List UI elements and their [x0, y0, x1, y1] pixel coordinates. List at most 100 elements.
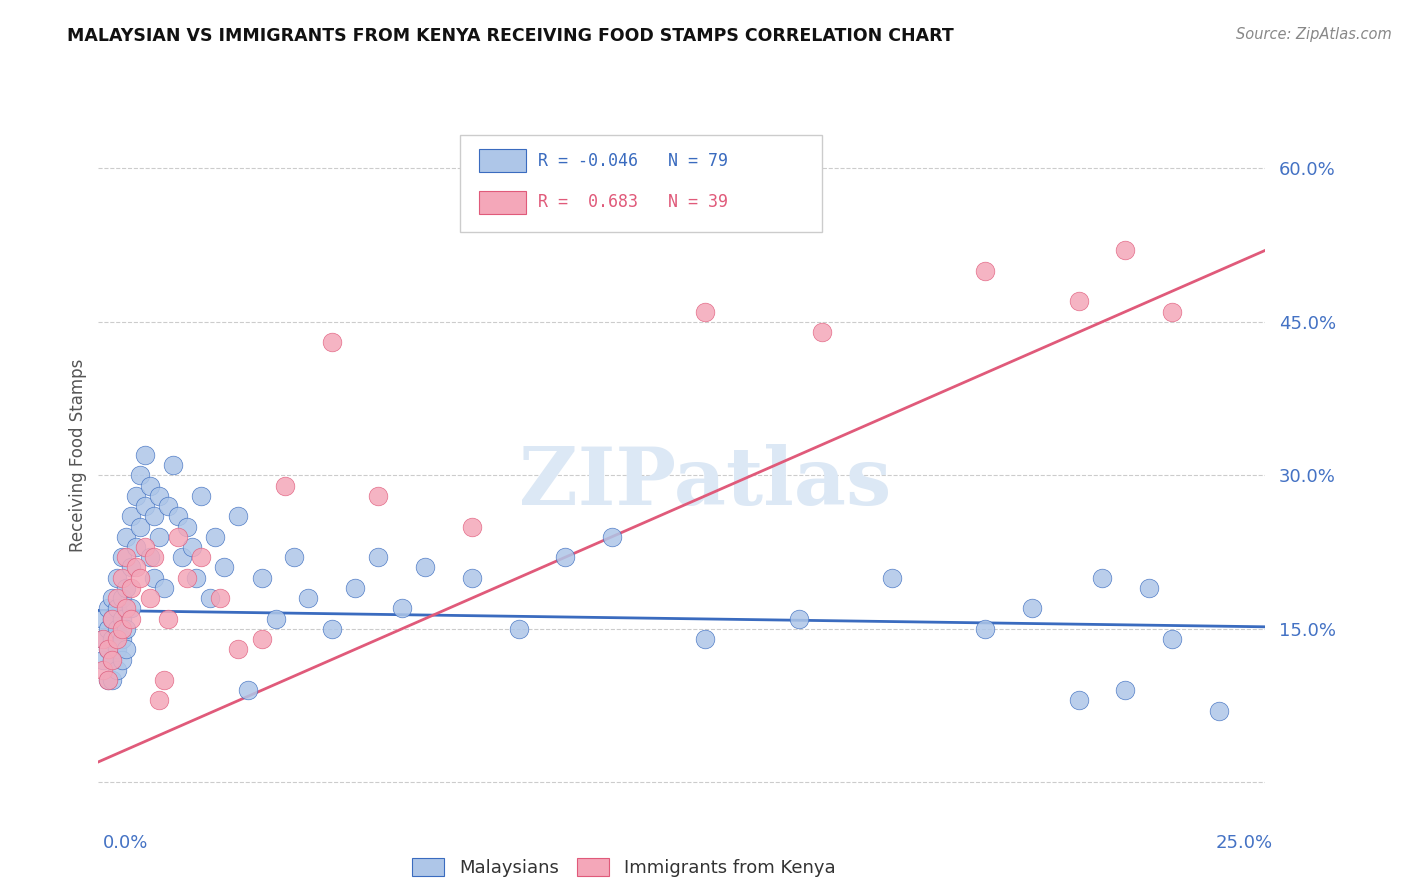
- Point: [101, 612, 124, 626]
- Point: [97, 673, 120, 687]
- Point: [139, 550, 162, 565]
- Point: [105, 591, 128, 606]
- Point: [554, 212, 576, 227]
- Point: [139, 478, 162, 492]
- Point: [120, 612, 142, 626]
- Point: [162, 458, 184, 472]
- Point: [1114, 683, 1136, 698]
- Point: [111, 652, 134, 666]
- Point: [391, 601, 413, 615]
- Point: [344, 581, 367, 595]
- Point: [274, 478, 297, 492]
- Point: [97, 601, 120, 615]
- Point: [105, 642, 128, 657]
- Text: R = -0.046   N = 79: R = -0.046 N = 79: [538, 152, 728, 169]
- Point: [97, 642, 120, 657]
- Point: [91, 652, 114, 666]
- Point: [101, 612, 124, 626]
- Point: [139, 591, 162, 606]
- Point: [101, 632, 124, 646]
- Point: [134, 499, 156, 513]
- Point: [321, 622, 343, 636]
- Point: [105, 622, 128, 636]
- Point: [208, 591, 231, 606]
- Point: [974, 264, 997, 278]
- Point: [111, 571, 134, 585]
- Point: [111, 612, 134, 626]
- Point: [101, 652, 124, 666]
- Text: ZIPatlas: ZIPatlas: [519, 443, 891, 522]
- Point: [413, 560, 436, 574]
- Point: [148, 530, 170, 544]
- Point: [111, 632, 134, 646]
- Point: [157, 612, 180, 626]
- Point: [152, 673, 174, 687]
- Point: [115, 581, 138, 595]
- Point: [143, 550, 166, 565]
- Point: [176, 519, 198, 533]
- Point: [134, 448, 156, 462]
- Point: [125, 540, 148, 554]
- Point: [143, 571, 166, 585]
- Point: [115, 530, 138, 544]
- Point: [101, 673, 124, 687]
- Text: 25.0%: 25.0%: [1215, 834, 1272, 852]
- Point: [97, 642, 120, 657]
- Point: [115, 642, 138, 657]
- FancyBboxPatch shape: [479, 191, 526, 214]
- Point: [91, 632, 114, 646]
- Point: [97, 673, 120, 687]
- Point: [190, 550, 212, 565]
- Point: [176, 571, 198, 585]
- Point: [125, 560, 148, 574]
- Point: [1161, 304, 1184, 318]
- Point: [111, 591, 134, 606]
- Point: [1091, 571, 1114, 585]
- Point: [101, 652, 124, 666]
- Point: [695, 304, 717, 318]
- Point: [148, 693, 170, 707]
- Point: [461, 571, 484, 585]
- Point: [129, 519, 152, 533]
- Point: [111, 622, 134, 636]
- FancyBboxPatch shape: [460, 135, 823, 232]
- Point: [1161, 632, 1184, 646]
- Point: [321, 335, 343, 350]
- Point: [283, 550, 305, 565]
- Point: [367, 489, 389, 503]
- Point: [228, 509, 250, 524]
- Point: [166, 530, 188, 544]
- Point: [236, 683, 259, 698]
- Point: [129, 468, 152, 483]
- Point: [105, 601, 128, 615]
- Legend: Malaysians, Immigrants from Kenya: Malaysians, Immigrants from Kenya: [405, 850, 842, 884]
- Point: [787, 612, 810, 626]
- Point: [228, 642, 250, 657]
- Point: [214, 560, 236, 574]
- Point: [204, 530, 226, 544]
- Point: [120, 560, 142, 574]
- Point: [250, 571, 273, 585]
- Point: [105, 663, 128, 677]
- Point: [129, 571, 152, 585]
- Point: [297, 591, 319, 606]
- Point: [120, 509, 142, 524]
- Point: [91, 632, 114, 646]
- Point: [974, 622, 997, 636]
- Point: [148, 489, 170, 503]
- Point: [111, 550, 134, 565]
- Point: [91, 612, 114, 626]
- Point: [811, 325, 834, 339]
- Point: [1114, 244, 1136, 258]
- Point: [186, 571, 208, 585]
- Point: [180, 540, 202, 554]
- Point: [1208, 704, 1230, 718]
- Text: R =  0.683   N = 39: R = 0.683 N = 39: [538, 194, 728, 211]
- Text: Source: ZipAtlas.com: Source: ZipAtlas.com: [1236, 27, 1392, 42]
- Point: [600, 530, 623, 544]
- Point: [200, 591, 222, 606]
- Point: [508, 622, 530, 636]
- Point: [695, 632, 717, 646]
- Point: [115, 601, 138, 615]
- Point: [120, 601, 142, 615]
